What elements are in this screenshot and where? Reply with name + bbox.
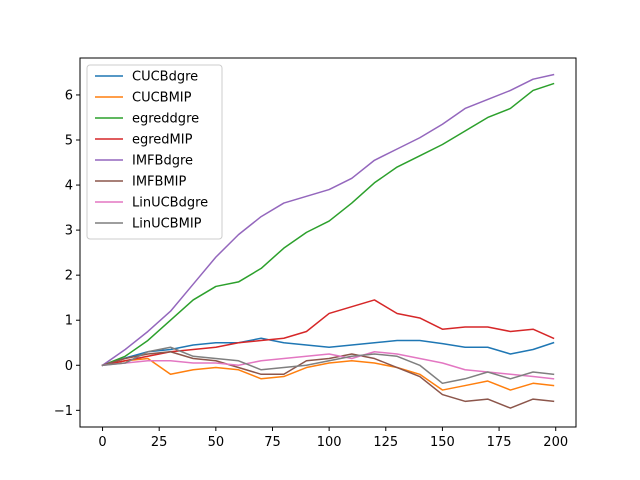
y-tick-label: 4 [65, 179, 73, 194]
x-tick-label: 0 [98, 435, 106, 450]
series-line-egreddgre [101, 82, 555, 367]
series-layer [101, 73, 555, 409]
y-axis: −1 0 1 2 3 4 5 6 [54, 88, 80, 419]
y-tick-label: 1 [65, 314, 73, 329]
x-tick-label: 25 [151, 435, 168, 450]
legend-label-egreddgre: egreddgre [132, 112, 199, 127]
legend-label-cucbdgre: CUCBdgre [132, 70, 198, 85]
x-tick-label: 150 [430, 435, 455, 450]
series-line-linucbmip [101, 346, 555, 385]
y-tick-label: 3 [65, 224, 73, 239]
axes-frame [79, 57, 577, 428]
legend-label-imfbmip: IMFBMIP [132, 175, 186, 190]
legend-box [86, 64, 223, 240]
x-tick-label: 100 [317, 435, 342, 450]
y-tick-label: 6 [65, 88, 73, 103]
y-tick-label: 0 [65, 359, 73, 374]
series-line-cucbdgre [101, 337, 555, 367]
x-tick-label: 175 [487, 435, 512, 450]
x-tick-label: 75 [264, 435, 281, 450]
x-tick-label: 50 [208, 435, 225, 450]
legend-label-linucbdgre: LinUCBdgre [132, 196, 208, 211]
legend-label-egredmip: egredMIP [132, 133, 193, 148]
series-line-cucbmip [101, 357, 555, 391]
series-line-linucbdgre [101, 351, 555, 380]
y-tick-label: 2 [65, 269, 73, 284]
x-axis: 0 25 50 75 100 125 150 175 200 [98, 427, 568, 450]
legend: CUCBdgre CUCBMIP egreddgre egredMIP IMFBdgre… [86, 64, 223, 240]
legend-label-linucbmip: LinUCBMIP [132, 217, 202, 232]
x-tick-label: 200 [543, 435, 568, 450]
series-line-imfbmip [101, 351, 555, 409]
legend-label-cucbmip: CUCBMIP [132, 91, 192, 106]
series-line-imfbdgre [101, 73, 555, 367]
legend-label-imfbdgre: IMFBdgre [132, 154, 193, 169]
x-tick-label: 125 [373, 435, 398, 450]
y-tick-label: 5 [65, 134, 73, 149]
y-tick-label: −1 [54, 404, 73, 419]
